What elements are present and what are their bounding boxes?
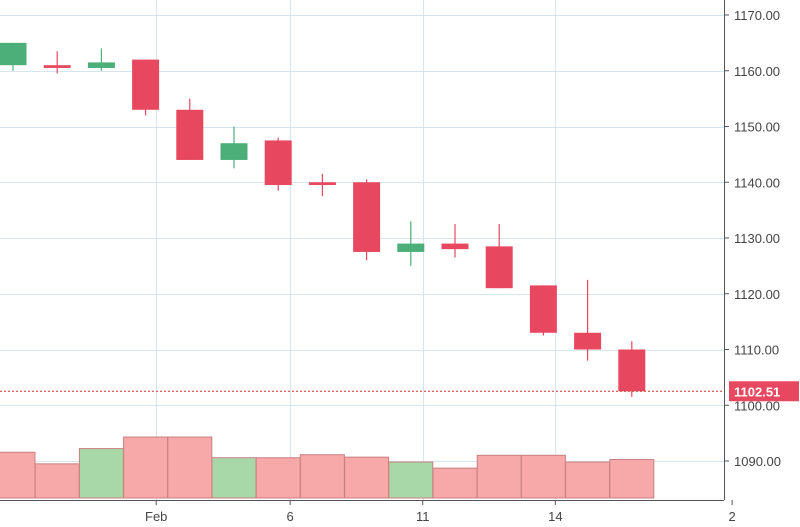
candle-body xyxy=(43,65,71,68)
candle-body xyxy=(353,182,381,252)
candle-body xyxy=(220,143,248,160)
y-tick-label: 1160.00 xyxy=(734,64,780,79)
y-tick-label: 1120.00 xyxy=(734,287,780,302)
volume-bar xyxy=(167,436,213,499)
volume-bar xyxy=(432,467,478,499)
candle-body xyxy=(618,349,646,392)
volume-bar xyxy=(520,454,566,499)
y-tick-label: 1150.00 xyxy=(734,120,780,135)
candle-body xyxy=(308,182,336,186)
y-tick-label: 1110.00 xyxy=(734,343,779,358)
y-tick-label: 1100.00 xyxy=(734,398,780,413)
volume-bar xyxy=(299,454,345,499)
volume-bar xyxy=(476,454,522,499)
volume-bar xyxy=(123,436,169,499)
last-price-tag xyxy=(729,381,799,402)
candle-body xyxy=(0,42,27,66)
candle-body xyxy=(529,285,557,333)
volume-bars xyxy=(0,436,655,499)
volume-bar xyxy=(0,451,36,499)
x-tick-label: 11 xyxy=(416,509,430,524)
x-tick-label: Feb xyxy=(145,509,167,524)
volume-bar xyxy=(78,448,124,499)
volume-bar xyxy=(565,461,611,499)
volume-bar xyxy=(388,461,434,499)
candle-body xyxy=(132,59,160,110)
last-price-marker: 1102.51 xyxy=(0,381,799,402)
y-tick-label: 1130.00 xyxy=(734,231,780,246)
candles xyxy=(0,42,646,397)
candle-body xyxy=(397,243,425,252)
axes: 1090.00 1100.00 1110.00 1120.00 1130.00 1140.… xyxy=(0,0,781,524)
volume-bar xyxy=(255,457,301,499)
candle-body xyxy=(264,140,292,186)
y-tick-label: 1140.00 xyxy=(734,175,780,190)
volume-bar xyxy=(34,463,80,499)
y-tick-label: 1170.00 xyxy=(734,8,780,23)
volume-bar xyxy=(609,459,655,499)
x-tick-label: 2 xyxy=(729,509,736,524)
x-tick-label: 14 xyxy=(548,509,562,524)
candle-body xyxy=(176,109,204,160)
volume-bar xyxy=(211,457,257,499)
candle-body xyxy=(87,62,115,68)
candle-body xyxy=(441,243,469,250)
volume-bar xyxy=(344,456,390,499)
y-tick-label: 1090.00 xyxy=(734,454,781,469)
candle-body xyxy=(485,246,513,289)
x-tick-label: 6 xyxy=(287,509,294,524)
candle-body xyxy=(574,332,602,350)
last-price-label: 1102.51 xyxy=(734,384,780,399)
